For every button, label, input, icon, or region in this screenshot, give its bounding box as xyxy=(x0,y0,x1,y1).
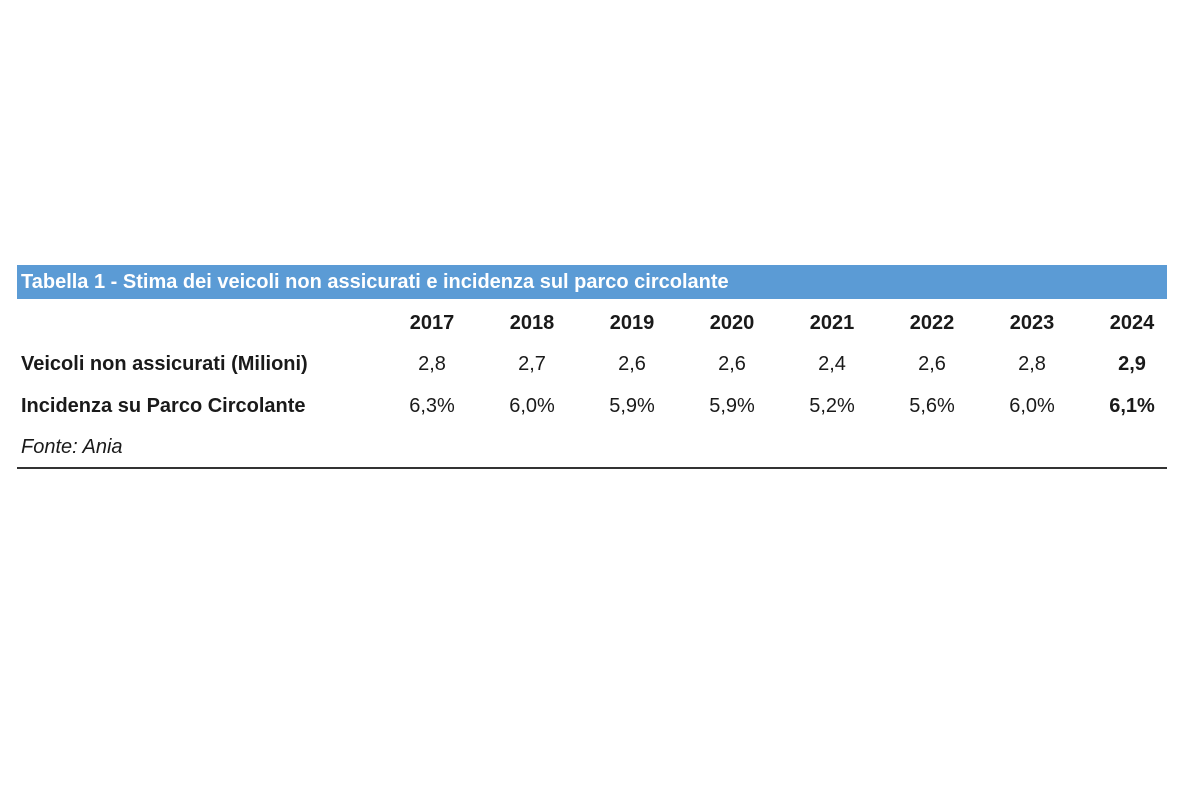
column-header-2023: 2023 xyxy=(1009,312,1055,334)
table-row-incidence: Incidenza su Parco Circolante 6,3% 6,0% … xyxy=(17,385,1167,427)
table-row-uninsured-vehicles: Veicoli non assicurati (Milioni) 2,8 2,7… xyxy=(17,343,1167,385)
column-header-2017: 2017 xyxy=(409,312,455,334)
table-cell: 6,0% xyxy=(1009,395,1055,417)
row-label: Veicoli non assicurati (Milioni) xyxy=(21,353,308,375)
table-cell: 2,7 xyxy=(518,353,546,375)
table-cell: 6,3% xyxy=(409,395,455,417)
table-cell-highlighted: 2,9 xyxy=(1118,353,1146,375)
table-cell: 6,0% xyxy=(509,395,555,417)
table-cell: 5,6% xyxy=(909,395,955,417)
data-table: Tabella 1 - Stima dei veicoli non assicu… xyxy=(17,265,1167,469)
table-cell: 2,6 xyxy=(618,353,646,375)
column-header-2020: 2020 xyxy=(709,312,755,334)
table-cell: 2,8 xyxy=(418,353,446,375)
column-header-2019: 2019 xyxy=(609,312,655,334)
column-header-2018: 2018 xyxy=(509,312,555,334)
table-cell: 2,8 xyxy=(1018,353,1046,375)
row-label: Incidenza su Parco Circolante xyxy=(21,395,306,417)
source-note: Fonte: Ania xyxy=(21,436,123,458)
table-cell: 2,6 xyxy=(918,353,946,375)
table-cell: 5,2% xyxy=(809,395,855,417)
table-title: Tabella 1 - Stima dei veicoli non assicu… xyxy=(17,265,1167,299)
table-cell-highlighted: 6,1% xyxy=(1109,395,1155,417)
column-header-2024: 2024 xyxy=(1109,312,1155,334)
table-cell: 2,6 xyxy=(718,353,746,375)
table-header-row: 2017 2018 2019 2020 2021 2022 2023 2024 xyxy=(17,299,1167,343)
table-cell: 2,4 xyxy=(818,353,846,375)
column-header-2021: 2021 xyxy=(809,312,855,334)
table-cell: 5,9% xyxy=(609,395,655,417)
column-header-2022: 2022 xyxy=(909,312,955,334)
table-cell: 5,9% xyxy=(709,395,755,417)
bottom-divider xyxy=(17,467,1167,469)
